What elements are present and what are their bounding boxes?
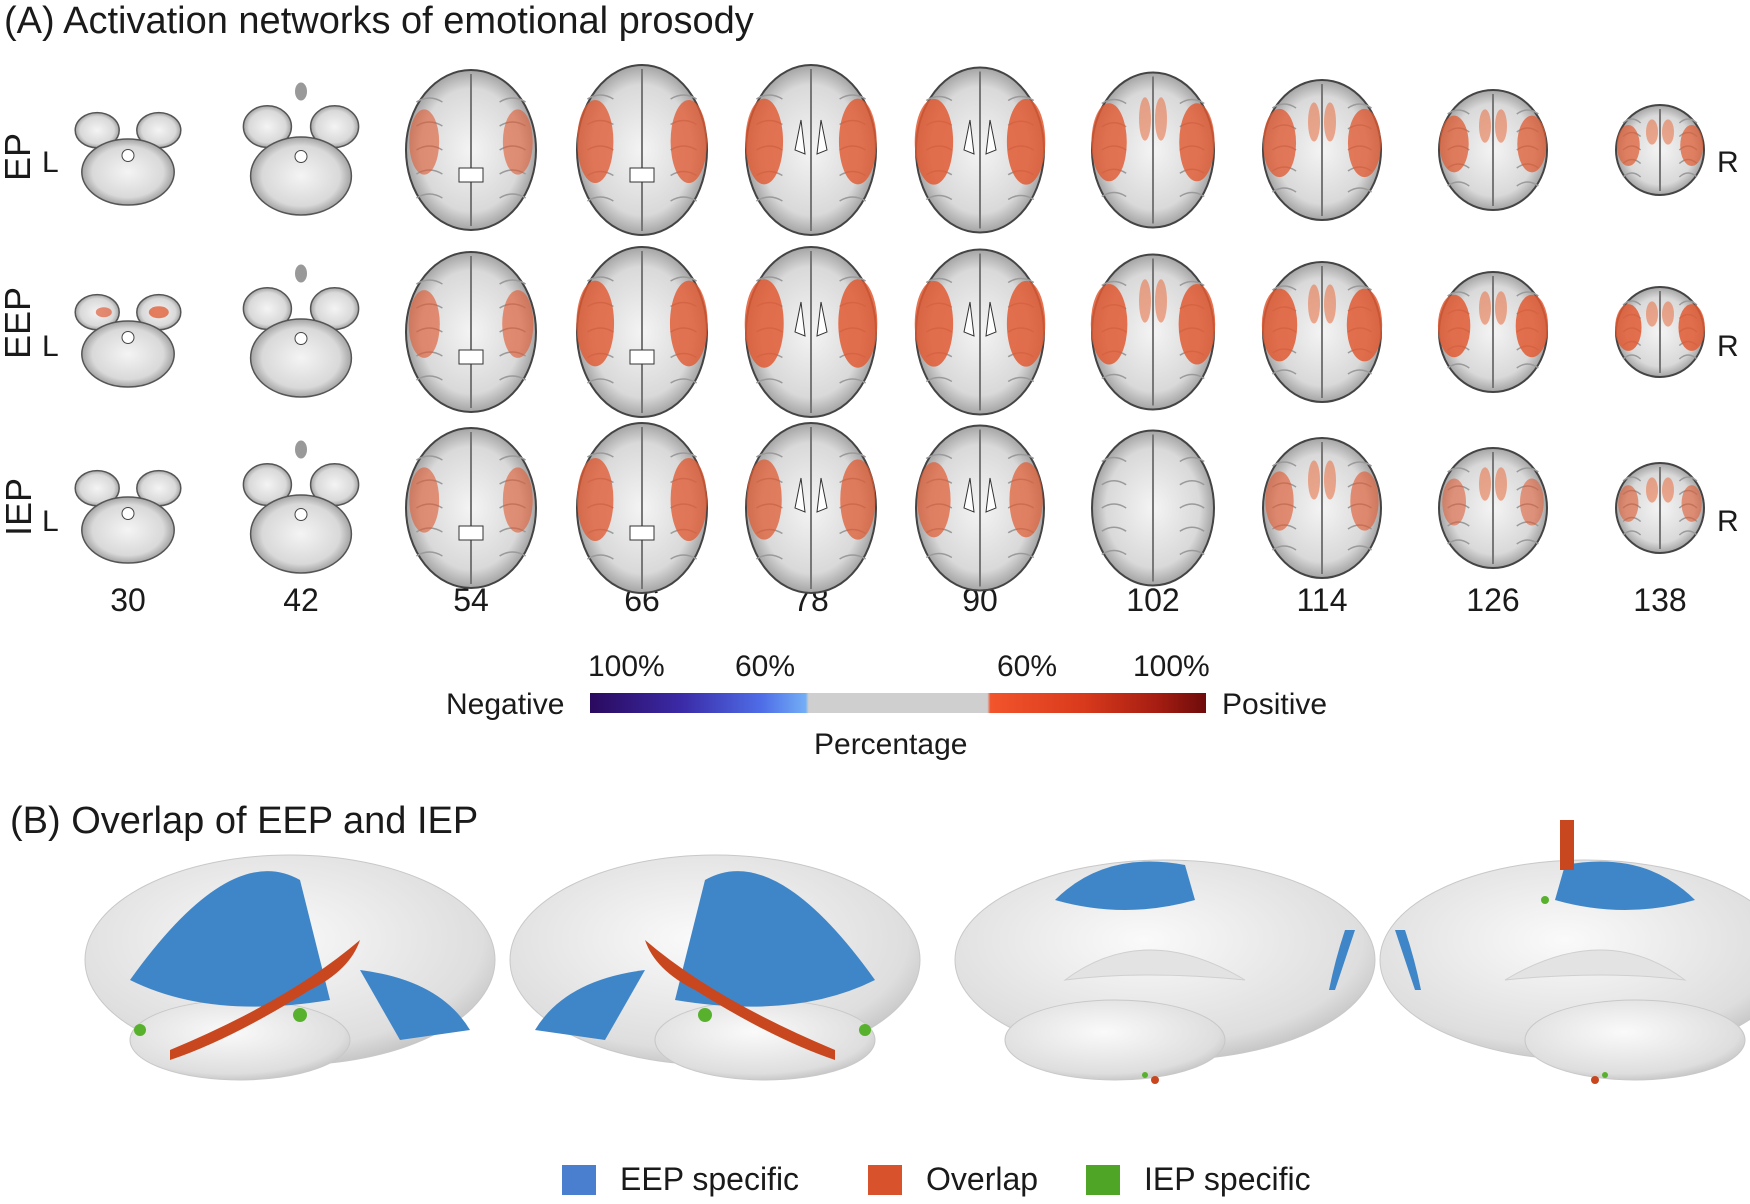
legend-label-overlap: Overlap [926,1161,1039,1197]
panel-b-title: (B) Overlap of EEP and IEP [10,800,479,842]
axial-slice [914,248,1046,416]
axial-slice [405,427,537,589]
left-hemisphere-label-ep: L [42,146,59,179]
right-hemisphere-label-ep: R [1717,146,1739,179]
axial-slice [1615,286,1705,378]
axial-slice [405,251,537,413]
slice-number: 102 [1126,582,1180,618]
axial-slice [1615,462,1705,554]
colorbar-caption: Percentage [814,728,968,761]
axial-slice [1262,437,1382,579]
right-hemisphere-label-iep: R [1717,505,1739,538]
legend-item-overlap: Overlap [868,1161,1038,1198]
axial-slice [242,440,360,574]
axial-slice [1261,261,1383,403]
legend-label-eep-specific: EEP specific [620,1161,800,1197]
colorbar-tick-pos-100: 100% [1133,650,1210,683]
colorbar-tick-neg-60: 60% [735,650,796,683]
brain-surface [84,854,496,1081]
axial-slice [745,64,877,236]
axial-slice [74,469,182,564]
legend-swatch-eep-specific [562,1164,596,1195]
axial-slice [1615,104,1705,196]
axial-slice [576,246,708,418]
colorbar-tick-pos-60: 60% [997,650,1058,683]
brain-surface [509,854,921,1081]
axial-slice [242,264,360,398]
brain-surface [954,859,1376,1084]
right-hemisphere-label-eep: R [1717,330,1739,363]
axial-slice [242,82,360,216]
legend-swatch-iep-specific [1086,1164,1120,1195]
slice-number: 42 [283,582,319,618]
axial-slice [576,64,708,236]
colorbar [590,693,1206,713]
slice-number: 126 [1466,582,1520,618]
slice-number: 114 [1296,582,1348,618]
axial-slice [745,422,877,594]
legend-swatch-overlap [868,1164,902,1195]
axial-slice [1438,89,1548,211]
axial-slice [576,422,708,594]
colorbar-positive-label: Positive [1222,688,1328,721]
axial-slice [74,293,182,388]
axial-slice [914,66,1046,234]
left-hemisphere-label-iep: L [42,505,59,538]
slice-number: 30 [110,582,146,618]
colorbar-tick-neg-100: 100% [588,650,665,683]
legend-label-iep-specific: IEP specific [1144,1161,1311,1197]
axial-slice [1438,447,1548,569]
axial-slice [1091,429,1215,587]
legend-item-iep-specific: IEP specific [1086,1161,1311,1198]
left-hemisphere-label-eep: L [42,330,59,363]
axial-slice [1091,71,1215,229]
slice-number: 138 [1633,582,1687,618]
axial-slice [1090,253,1216,411]
axial-slice [744,246,878,418]
axial-slice [405,69,537,231]
legend-item-eep-specific: EEP specific [562,1161,799,1198]
brain-surface [1379,820,1750,1084]
axial-slice [74,111,182,206]
axial-slice [1437,271,1549,393]
colorbar-negative-label: Negative [446,688,565,721]
axial-slice [1262,79,1382,221]
axial-slice [915,424,1045,592]
panel-a-title: (A) Activation networks of emotional pro… [4,0,754,42]
